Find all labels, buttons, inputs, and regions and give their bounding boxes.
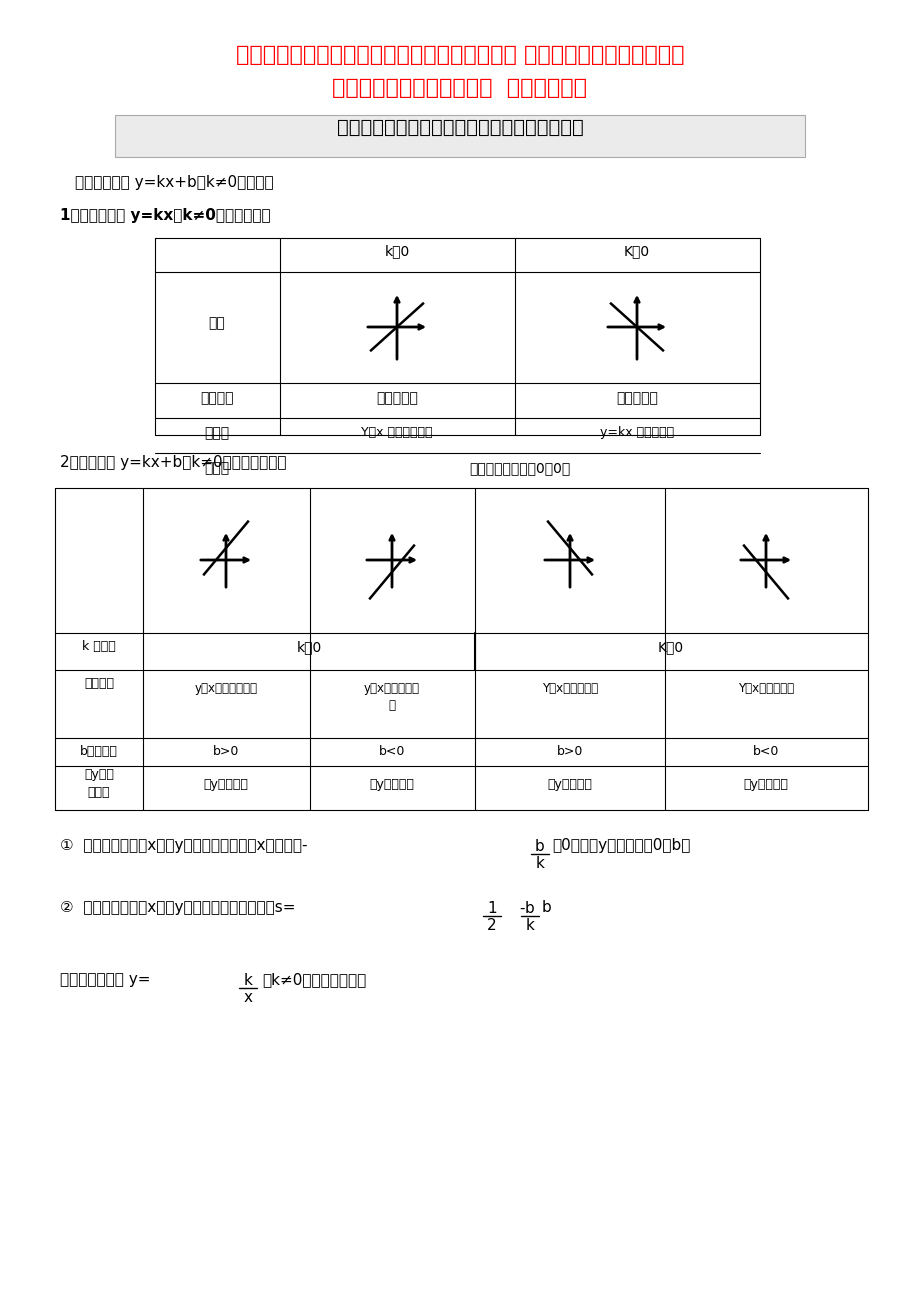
Text: 2: 2 [487,918,496,934]
Text: y随x的增大而增
大: y随x的增大而增 大 [364,682,420,712]
Text: 1: 1 [487,901,496,917]
Text: Y随x 的增大而增大: Y随x 的增大而增大 [361,426,432,439]
Text: k: k [244,973,252,988]
Text: 图象: 图象 [209,316,225,329]
Text: y=kx 增大而减小: y=kx 增大而减小 [599,426,674,439]
Text: Y随x增大而减小: Y随x增大而减小 [541,682,597,695]
Text: 在y轴正半轴: 在y轴正半轴 [203,779,248,792]
Text: 山东省淄博市临淄区皇城镇第二中学九年级数学 一次函数、反比例函数及二: 山东省淄博市临淄区皇城镇第二中学九年级数学 一次函数、反比例函数及二 [235,46,684,65]
Text: b<0: b<0 [752,745,778,758]
Text: 在y轴正半轴: 在y轴正半轴 [547,779,592,792]
Text: b<0: b<0 [379,745,404,758]
Text: 共同点: 共同点 [204,461,230,475]
Text: 在y轴负半轴: 在y轴负半轴 [743,779,788,792]
Text: 一次函数、反比例函数及二次函数的图象和性质: 一次函数、反比例函数及二次函数的图象和性质 [336,118,583,137]
Text: Y随x增大而减小: Y随x增大而减小 [737,682,793,695]
Text: b的符号及: b的符号及 [80,745,118,758]
Text: 一、三象限: 一、三象限 [376,391,417,405]
Text: 次函数的图象和性质导学案  人教新课标版: 次函数的图象和性质导学案 人教新课标版 [332,78,587,98]
Text: ①  会求一次函数与x轴、y轴的交点坐标，与x轴交点（-: ① 会求一次函数与x轴、y轴的交点坐标，与x轴交点（- [60,838,307,853]
Text: （k≠0）的图象及性质: （k≠0）的图象及性质 [262,973,366,987]
Text: b: b [535,838,544,854]
Text: 二、反比例函数 y=: 二、反比例函数 y= [60,973,151,987]
Text: k 的符号: k 的符号 [82,641,116,654]
FancyBboxPatch shape [115,115,804,158]
Text: 1、正比例函数 y=kx（k≠0）图象及性质: 1、正比例函数 y=kx（k≠0）图象及性质 [60,208,270,223]
Text: 点位置: 点位置 [87,786,110,799]
Text: 都经过坐标原点（0，0）: 都经过坐标原点（0，0） [469,461,570,475]
Text: 增减性: 增减性 [204,426,230,440]
Text: x: x [244,990,252,1005]
Text: 与y轴交: 与y轴交 [84,768,114,781]
Text: y随x的增大而增大: y随x的增大而增大 [194,682,257,695]
Text: -: - [519,901,525,917]
Text: 一、一次函数 y=kx+b（k≠0）的图象: 一、一次函数 y=kx+b（k≠0）的图象 [75,174,273,190]
Text: k＞0: k＞0 [384,243,409,258]
Text: b: b [525,901,534,917]
Text: b>0: b>0 [556,745,583,758]
Text: b: b [541,900,551,915]
Text: ②  会求一次函数与x轴、y轴围成的三角形的面积s=: ② 会求一次函数与x轴、y轴围成的三角形的面积s= [60,900,295,915]
Text: k: k [535,855,544,871]
Text: 及增减性: 及增减性 [84,677,114,690]
Text: 在y轴负半轴: 在y轴负半轴 [369,779,414,792]
Text: 二、四象限: 二、四象限 [616,391,657,405]
Text: K＜0: K＜0 [657,641,684,654]
Text: ，0），与y轴的交点（0，b）: ，0），与y轴的交点（0，b） [551,838,689,853]
Text: 经过象限: 经过象限 [200,391,233,405]
Text: 2、一次函数 y=kx+b（k≠0）的图象及性质: 2、一次函数 y=kx+b（k≠0）的图象及性质 [60,454,286,470]
Text: k: k [525,918,534,934]
Text: K＜0: K＜0 [623,243,650,258]
Text: k＞0: k＞0 [296,641,322,654]
Text: b>0: b>0 [212,745,239,758]
